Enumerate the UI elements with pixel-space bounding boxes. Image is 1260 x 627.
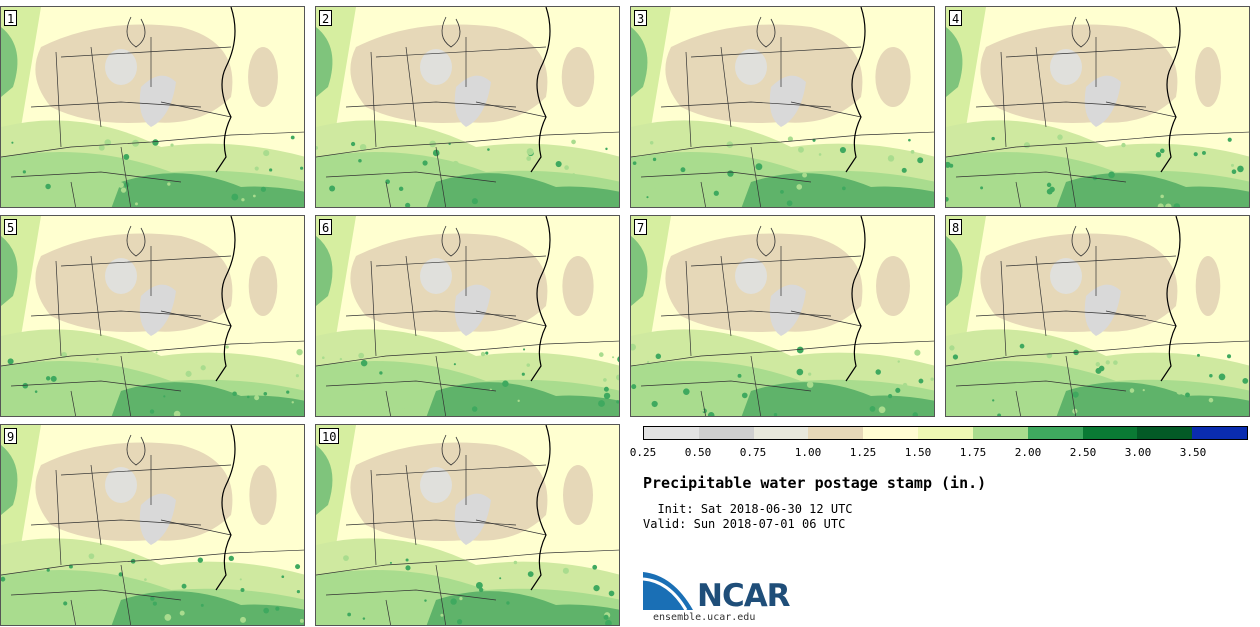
panel-number: 7 — [634, 219, 648, 235]
postage-stamp-panel-2: 2 — [315, 6, 620, 208]
postage-stamp-panel-9: 9 — [0, 424, 305, 626]
panel-number: 8 — [949, 219, 963, 235]
colorbar-ticks: 0.25 0.50 0.75 1.00 1.25 1.50 1.75 2.00 2.50 3.00… — [630, 446, 1248, 460]
colorbar-tick-label: 2.00 — [1014, 446, 1042, 459]
colorbar-swatch — [1137, 427, 1193, 439]
ncar-wordmark: NCAR — [697, 578, 791, 614]
precipitable-water-map — [631, 7, 934, 207]
precipitable-water-map — [316, 216, 619, 416]
init-label: Init: — [643, 502, 694, 516]
precipitable-water-map — [1, 216, 304, 416]
postage-stamp-panel-6: 6 — [315, 215, 620, 417]
colorbar-swatch — [863, 427, 919, 439]
ncar-logo-icon — [643, 572, 693, 611]
colorbar-swatch — [1027, 427, 1083, 439]
postage-stamp-panel-8: 8 — [945, 215, 1250, 417]
panel-number: 9 — [4, 428, 18, 444]
precipitable-water-map — [631, 216, 934, 416]
colorbar-swatch — [1192, 427, 1247, 439]
colorbar-tick-label: 2.50 — [1069, 446, 1097, 459]
postage-stamp-panel-7: 7 — [630, 215, 935, 417]
colorbar-tick-label: 3.00 — [1124, 446, 1152, 459]
postage-stamp-panel-5: 5 — [0, 215, 305, 417]
colorbar-tick-label: 1.75 — [959, 446, 987, 459]
precipitable-water-map — [946, 7, 1249, 207]
precipitable-water-map — [316, 7, 619, 207]
panel-number: 4 — [949, 10, 963, 26]
colorbar-swatch — [698, 427, 754, 439]
precipitable-water-map — [1, 7, 304, 207]
colorbar-tick-label: 0.75 — [739, 446, 767, 459]
init-value: Sat 2018-06-30 12 UTC — [700, 502, 853, 516]
colorbar-swatch — [808, 427, 864, 439]
panel-number: 2 — [319, 10, 333, 26]
colorbar-tick-label: 1.50 — [904, 446, 932, 459]
valid-value: Sun 2018-07-01 06 UTC — [693, 517, 846, 531]
postage-stamp-panel-1: 1 — [0, 6, 305, 208]
colorbar-tick-label: 0.50 — [684, 446, 712, 459]
colorbar-tick-label: 0.25 — [629, 446, 657, 459]
panel-number: 5 — [4, 219, 18, 235]
run-times: Init: Sat 2018-06-30 12 UTC Valid: Sun 2… — [643, 502, 853, 532]
colorbar — [643, 426, 1248, 440]
postage-stamp-panel-4: 4 — [945, 6, 1250, 208]
panel-number: 6 — [319, 219, 333, 235]
colorbar-tick-label: 1.00 — [794, 446, 822, 459]
precipitable-water-map — [946, 216, 1249, 416]
colorbar-swatch — [918, 427, 973, 439]
colorbar-swatch — [644, 427, 699, 439]
colorbar-swatch — [753, 427, 809, 439]
panel-number: 1 — [4, 10, 18, 26]
postage-stamp-panel-3: 3 — [630, 6, 935, 208]
valid-label: Valid: — [643, 517, 687, 531]
panel-number: 3 — [634, 10, 648, 26]
precipitable-water-map — [1, 425, 304, 625]
postage-stamp-panel-10: 10 — [315, 424, 620, 626]
colorbar-swatch — [972, 427, 1028, 439]
colorbar-swatch — [1082, 427, 1138, 439]
website-url: ensemble.ucar.edu — [653, 612, 756, 623]
figure-title: Precipitable water postage stamp (in.) — [643, 474, 987, 492]
colorbar-tick-label: 3.50 — [1179, 446, 1207, 459]
precipitable-water-map — [316, 425, 619, 625]
colorbar-tick-label: 1.25 — [849, 446, 877, 459]
panel-number: 10 — [319, 428, 340, 444]
